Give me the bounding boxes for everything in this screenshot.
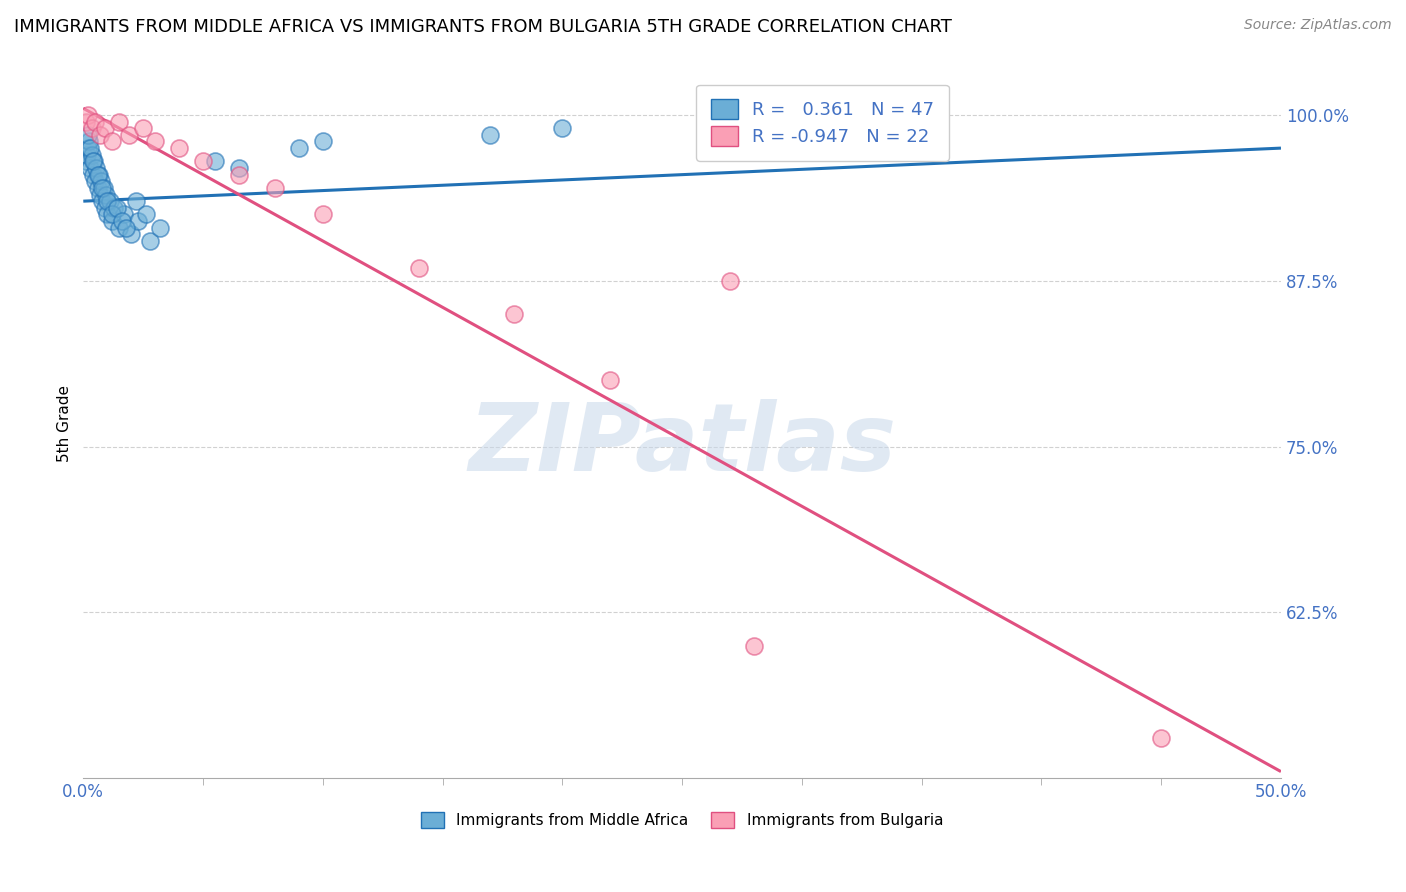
Point (408, 260, 430, 275)
Point (80, 147, 103, 161)
Point (82, 168, 104, 182)
Point (82, 154, 104, 169)
Text: IMMIGRANTS FROM MIDDLE AFRICA VS IMMIGRANTS FROM BULGARIA 5TH GRADE CORRELATION : IMMIGRANTS FROM MIDDLE AFRICA VS IMMIGRA… (14, 18, 952, 36)
Point (94, 121, 117, 136)
Point (77, 141, 100, 155)
Point (90, 174, 112, 188)
Point (91, 181, 114, 195)
Text: ZIPatlas: ZIPatlas (468, 399, 896, 491)
Point (86, 161, 108, 175)
Point (86, 168, 108, 182)
Point (79, 141, 101, 155)
Point (167, 141, 190, 155)
Point (132, 121, 155, 136)
Point (149, 220, 172, 235)
Point (98, 194, 121, 209)
Point (228, 168, 250, 182)
Point (135, 207, 157, 221)
Point (105, 201, 128, 215)
Point (191, 154, 214, 169)
Point (312, 207, 335, 221)
Point (503, 307, 526, 321)
Point (93, 181, 115, 195)
Text: Source: ZipAtlas.com: Source: ZipAtlas.com (1244, 18, 1392, 32)
Point (125, 194, 148, 209)
Point (86, 181, 108, 195)
Y-axis label: 5th Grade: 5th Grade (58, 384, 72, 462)
Point (112, 207, 135, 221)
Point (101, 214, 124, 228)
Point (790, 114, 813, 128)
Point (89, 187, 111, 202)
Point (83, 154, 105, 169)
Point (101, 135, 124, 149)
Point (96, 194, 118, 209)
Point (84, 174, 107, 188)
Point (228, 161, 250, 175)
Point (1150, 731, 1173, 746)
Point (115, 220, 138, 235)
Point (127, 214, 149, 228)
Point (118, 128, 141, 142)
Point (204, 154, 226, 169)
Point (110, 214, 132, 228)
Point (76, 147, 98, 161)
Point (75, 114, 97, 128)
Point (77, 108, 100, 122)
Point (599, 373, 621, 387)
Point (80, 121, 103, 136)
Point (718, 274, 741, 288)
Point (96, 207, 118, 221)
Point (91, 194, 114, 209)
Point (551, 121, 574, 136)
Point (108, 114, 131, 128)
Point (87, 168, 110, 182)
Point (101, 207, 124, 221)
Point (139, 234, 162, 248)
Point (103, 201, 125, 215)
Point (77, 128, 100, 142)
Point (108, 220, 131, 235)
Point (94, 201, 117, 215)
Point (94, 187, 117, 202)
Point (84, 114, 107, 128)
Point (79, 161, 101, 175)
Point (312, 135, 335, 149)
Point (77, 135, 100, 149)
Point (264, 181, 287, 195)
Point (479, 128, 502, 142)
Point (120, 227, 142, 242)
Point (143, 135, 166, 149)
Point (288, 141, 311, 155)
Point (75, 154, 97, 169)
Legend: Immigrants from Middle Africa, Immigrants from Bulgaria: Immigrants from Middle Africa, Immigrant… (415, 806, 949, 834)
Point (89, 128, 111, 142)
Point (742, 639, 765, 653)
